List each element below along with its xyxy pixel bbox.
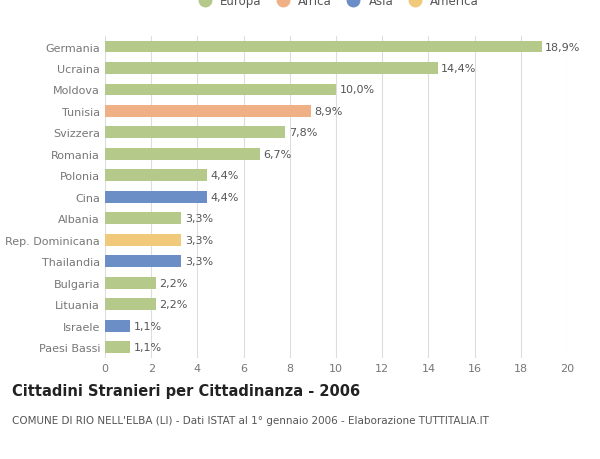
Text: 1,1%: 1,1% (134, 342, 162, 353)
Text: 18,9%: 18,9% (545, 42, 580, 52)
Bar (105, 277, 156, 289)
Text: 10,0%: 10,0% (340, 85, 374, 95)
Bar (105, 320, 130, 332)
Text: 7,8%: 7,8% (289, 128, 317, 138)
Text: 3,3%: 3,3% (185, 235, 213, 245)
Text: 4,4%: 4,4% (210, 171, 238, 181)
Bar (105, 298, 156, 310)
Bar (105, 84, 336, 96)
Text: Cittadini Stranieri per Cittadinanza - 2006: Cittadini Stranieri per Cittadinanza - 2… (12, 383, 360, 398)
Text: 3,3%: 3,3% (185, 214, 213, 224)
Bar (105, 256, 181, 268)
Bar (105, 191, 206, 203)
Text: 2,2%: 2,2% (159, 278, 188, 288)
Bar (105, 170, 206, 182)
Text: 8,9%: 8,9% (314, 106, 343, 117)
Text: 2,2%: 2,2% (159, 299, 188, 309)
Bar (105, 341, 130, 353)
Bar (105, 149, 260, 160)
Bar (105, 106, 311, 118)
Text: 4,4%: 4,4% (210, 192, 238, 202)
Text: COMUNE DI RIO NELL'ELBA (LI) - Dati ISTAT al 1° gennaio 2006 - Elaborazione TUTT: COMUNE DI RIO NELL'ELBA (LI) - Dati ISTA… (12, 415, 489, 425)
Legend: Europa, Africa, Asia, America: Europa, Africa, Asia, America (191, 0, 481, 11)
Bar (105, 127, 285, 139)
Text: 3,3%: 3,3% (185, 257, 213, 267)
Text: 14,4%: 14,4% (441, 64, 476, 74)
Bar (105, 63, 437, 75)
Bar (105, 234, 181, 246)
Text: 6,7%: 6,7% (263, 150, 292, 160)
Text: 1,1%: 1,1% (134, 321, 162, 331)
Bar (105, 213, 181, 224)
Bar (105, 41, 542, 53)
